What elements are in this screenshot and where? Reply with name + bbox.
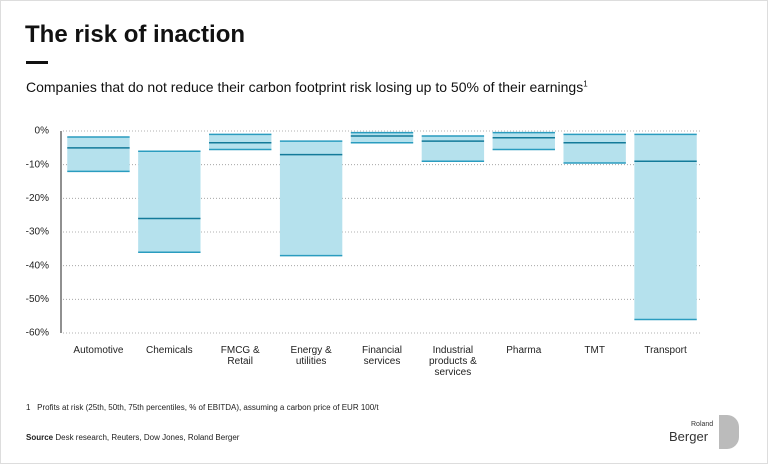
source-label: Source bbox=[26, 433, 54, 442]
range-bar bbox=[492, 132, 555, 150]
footnote: Profits at risk (25th, 50th, 75th percen… bbox=[37, 403, 379, 412]
y-tick-label: -60% bbox=[26, 328, 49, 339]
x-tick-label: Energy & utilities bbox=[290, 345, 332, 367]
x-tick-label: Industrial products & services bbox=[428, 345, 477, 378]
range-bar bbox=[279, 141, 343, 256]
footnote-marker: 1 bbox=[26, 403, 31, 412]
x-tick-label: Financial services bbox=[361, 345, 403, 367]
range-bar bbox=[634, 134, 697, 320]
y-tick-label: -30% bbox=[26, 227, 49, 238]
y-tick-label: 0% bbox=[35, 126, 50, 137]
footnote-wrap: 1 Profits at risk (25th, 50th, 75th perc… bbox=[26, 403, 379, 412]
title: The risk of inaction bbox=[25, 21, 246, 48]
source: Desk research, Reuters, Dow Jones, Rolan… bbox=[55, 433, 240, 442]
range-bar bbox=[350, 132, 414, 143]
logo-mark bbox=[719, 415, 739, 449]
y-tick-label: -20% bbox=[26, 193, 49, 204]
x-tick-label: TMT bbox=[584, 345, 605, 356]
x-tick-label: FMCG & Retail bbox=[220, 345, 260, 367]
logo-top: Roland bbox=[691, 421, 714, 428]
subtitle-note: 1 bbox=[583, 79, 588, 89]
x-tick-label: Transport bbox=[644, 345, 687, 356]
x-tick-label: Automotive bbox=[73, 345, 124, 356]
range-bar bbox=[67, 137, 130, 172]
y-tick-label: -40% bbox=[26, 260, 49, 271]
y-tick-label: -50% bbox=[26, 294, 49, 305]
subtitle: Companies that do not reduce their carbo… bbox=[26, 79, 584, 95]
range-bar bbox=[563, 134, 626, 163]
logo-bottom: Berger bbox=[669, 429, 709, 444]
range-bar bbox=[421, 136, 485, 162]
x-tick-label: Pharma bbox=[506, 345, 542, 356]
subtitle-wrap: Companies that do not reduce their carbo… bbox=[26, 79, 588, 95]
title-rule bbox=[26, 61, 48, 64]
x-tick-label: Chemicals bbox=[145, 345, 193, 356]
range-bar bbox=[209, 134, 272, 150]
y-tick-label: -10% bbox=[26, 159, 49, 170]
source-wrap: Source Desk research, Reuters, Dow Jones… bbox=[26, 433, 239, 442]
range-bar bbox=[138, 151, 201, 253]
